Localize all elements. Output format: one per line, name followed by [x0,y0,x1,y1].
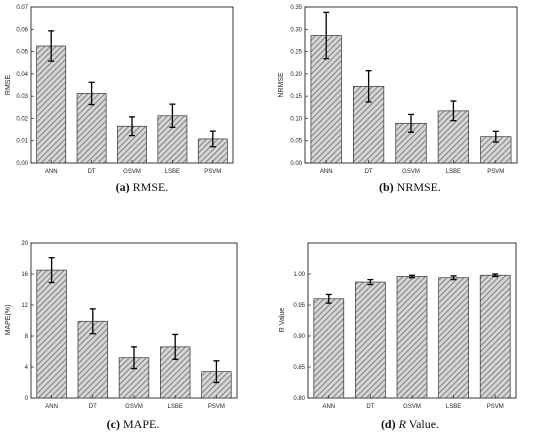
x-tick-label: ANN [45,404,58,410]
bar-psvm [479,274,511,399]
y-tick-label: 0.25 [290,50,302,56]
y-tick-label: 0.04 [16,72,28,78]
y-tick-label: 0.00 [290,161,302,167]
bar-ann [313,298,345,399]
panel-caption: (c) MAPE. [107,417,160,431]
x-tick-label: PSVM [487,169,504,175]
y-tick-label: 0 [25,396,29,402]
y-tick-label: 0.90 [293,334,305,340]
x-tick-label: ANN [320,169,333,175]
x-tick-label: PSVM [204,169,221,175]
x-tick-label: ANN [322,404,335,410]
chart-panel-3: 0.80 0.85 0.90 0.95 1.00 R Value ANN DT GSVM LSBE… [279,242,517,431]
bar-lsbe [438,277,469,399]
y-tick-label: 16 [21,272,28,278]
x-tick-label: GSVM [403,404,421,410]
x-tick-label: DT [89,404,97,410]
y-tick-label: 0.95 [293,303,305,309]
x-tick-label: LSBE [165,169,180,175]
y-tick-label: 4 [25,365,29,371]
x-tick-label: GSVM [125,404,143,410]
panel-caption: (d) R Value. [381,417,439,431]
x-tick-label: PSVM [487,404,504,410]
chart-panel-2: 0 4 8 12 16 20 MAPE(%) ANN DT GSVM LSBE PSVM (c) MAP… [5,241,238,431]
y-tick-label: 1.00 [293,272,305,278]
caption-text: MAPE. [123,417,159,431]
caption-letter: (a) [116,180,130,194]
y-axis-label: NRMSE [278,72,285,98]
y-tick-label: 12 [21,303,28,309]
y-tick-label: 0.00 [16,161,28,167]
bar-gsvm [396,276,428,399]
caption-letter: (b) [379,180,394,194]
bar-ann [36,269,67,399]
chart-panel-0: 0.00 0.01 0.02 0.03 0.04 0.05 0.06 0.07 RMSE ANN D… [5,5,234,194]
y-tick-label: 0.20 [290,72,302,78]
x-tick-label: DT [88,169,96,175]
y-tick-label: 0.10 [290,116,302,122]
y-tick-label: 0.15 [290,94,302,100]
caption-italic: R [398,417,407,431]
x-tick-label: GSVM [123,169,141,175]
y-tick-label: 0.80 [293,396,305,402]
caption-letter: (c) [107,417,120,431]
y-tick-label: 0.01 [16,139,28,145]
chart-panel-1: 0.00 0.05 0.10 0.15 0.20 0.25 0.30 0.35 NRMSE ANN… [278,5,518,194]
y-tick-label: 0.35 [290,5,302,11]
y-tick-label: 0.06 [16,27,28,33]
x-tick-label: LSBE [446,404,461,410]
bar-dt [355,281,386,399]
y-tick-label: 0.85 [293,365,305,371]
y-tick-label: 0.05 [16,50,28,56]
y-axis-label: MAPE(%) [5,305,12,336]
caption-letter: (d) [381,417,396,431]
panel-caption: (a) RMSE. [116,180,169,194]
y-tick-label: 0.02 [16,116,28,122]
y-axis-label: RMSE [5,75,12,96]
x-tick-label: LSBE [168,404,183,410]
x-tick-label: DT [365,169,373,175]
y-tick-label: 8 [25,334,29,340]
caption-text: Value. [406,417,439,431]
caption-text: RMSE. [133,180,169,194]
caption-text: NRMSE. [397,180,441,194]
x-tick-label: PSVM [208,404,225,410]
x-tick-label: GSVM [402,169,420,175]
panel-caption: (b) NRMSE. [379,180,441,194]
bar-ann [36,45,67,164]
y-tick-label: 0.30 [290,27,302,33]
y-axis-label: R Value [279,308,286,332]
y-tick-label: 20 [21,241,28,247]
x-tick-label: LSBE [446,169,461,175]
y-tick-label: 0.03 [16,94,28,100]
y-tick-label: 0.07 [16,5,28,11]
y-tick-label: 0.05 [290,139,302,145]
x-tick-label: ANN [45,169,58,175]
x-tick-label: DT [366,404,374,410]
